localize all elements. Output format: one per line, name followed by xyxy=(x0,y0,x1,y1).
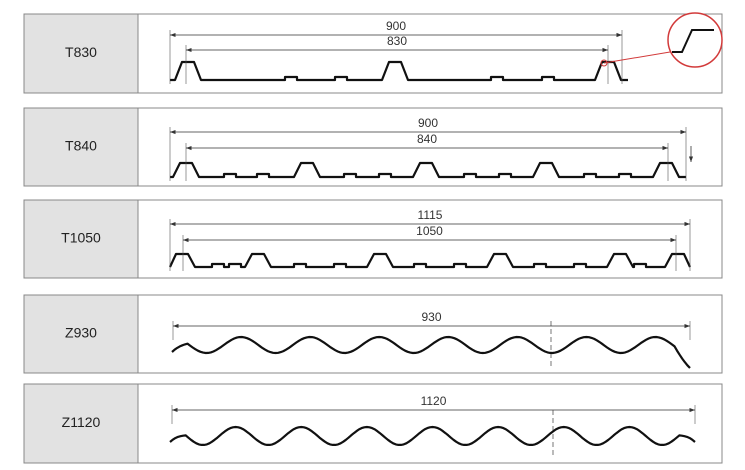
detail-pointer xyxy=(603,51,671,64)
profile-shape xyxy=(170,60,628,82)
detail-profile xyxy=(672,29,714,53)
label-cell xyxy=(23,13,139,94)
profile-shape xyxy=(169,252,691,269)
detail-spot xyxy=(600,59,608,67)
profiles: T830900830T840900840T105011151050Z930930… xyxy=(23,13,723,464)
label-cell xyxy=(23,294,139,374)
label-cell xyxy=(23,383,139,464)
profile-panel xyxy=(137,294,723,374)
profile-panel xyxy=(137,13,723,94)
label-cell xyxy=(23,107,139,187)
profile-label: Z930 xyxy=(65,325,97,341)
profile-shape xyxy=(170,161,686,179)
dimension-label: 1050 xyxy=(416,224,443,238)
detail-circle xyxy=(667,12,723,68)
profile-shape xyxy=(171,335,691,369)
dimension-label: 1115 xyxy=(418,208,443,222)
profile-shape xyxy=(169,425,696,446)
dimension-label: 1120 xyxy=(421,394,447,408)
profile-label: T830 xyxy=(65,44,97,60)
profile-label: Z1120 xyxy=(62,414,101,430)
dimension-label: 840 xyxy=(417,132,437,146)
label-cell xyxy=(23,199,139,279)
profile-label: T840 xyxy=(65,138,97,154)
dimension-label: 900 xyxy=(418,116,438,130)
profile-panel xyxy=(137,383,723,464)
dimension-label: 930 xyxy=(421,310,441,324)
profile-label: T1050 xyxy=(61,230,101,246)
dimension-label: 900 xyxy=(386,19,406,33)
dimension-label: 830 xyxy=(387,34,407,48)
